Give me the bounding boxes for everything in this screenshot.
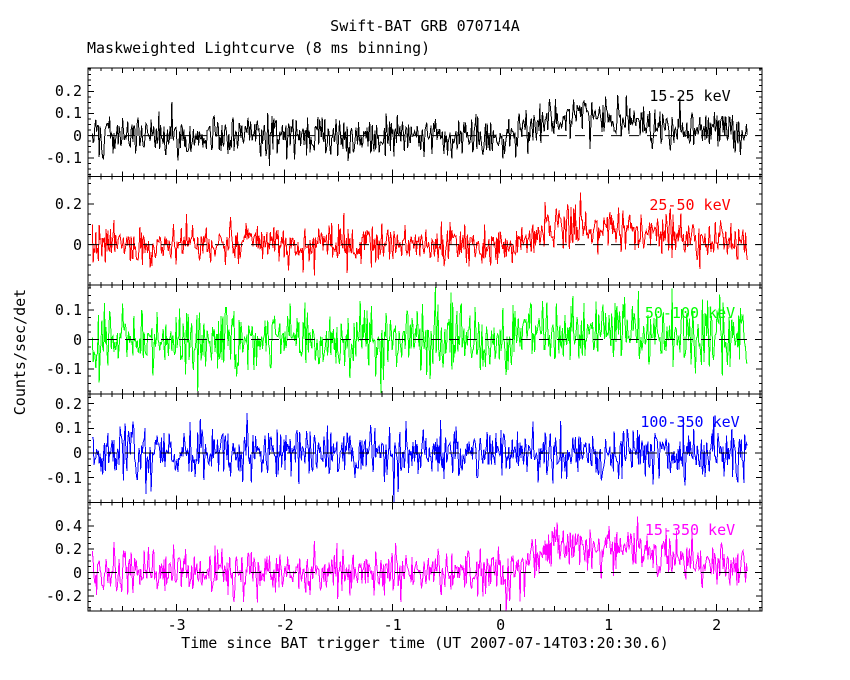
y-tick-label: 0.2 bbox=[54, 82, 82, 101]
energy-band-label: 100-350 keV bbox=[640, 412, 740, 431]
x-tick-label: 0 bbox=[496, 616, 506, 634]
panel-border bbox=[87, 176, 763, 286]
y-tick-label: 0.1 bbox=[54, 104, 82, 123]
x-tick-label: -1 bbox=[383, 616, 402, 634]
y-tick-label: 0 bbox=[72, 330, 82, 349]
y-tick-label: 0 bbox=[72, 563, 82, 582]
y-tick-label: 0 bbox=[72, 444, 82, 462]
y-tick-label: 0.2 bbox=[54, 540, 82, 559]
chart-title: Swift-BAT GRB 070714A bbox=[330, 17, 520, 35]
lightcurve-trace-3 bbox=[91, 286, 748, 394]
lightcurve-trace-2 bbox=[91, 192, 748, 276]
x-tick-label: 1 bbox=[604, 616, 614, 634]
panel-border bbox=[87, 67, 763, 178]
x-tick-label: 2 bbox=[712, 616, 722, 634]
energy-band-label: 15-350 keV bbox=[644, 521, 736, 540]
chart-subtitle: Maskweighted Lightcurve (8 ms binning) bbox=[87, 39, 431, 57]
x-tick-label: -2 bbox=[275, 616, 294, 634]
y-tick-label: 0 bbox=[72, 126, 82, 145]
y-tick-label: 0.1 bbox=[54, 301, 82, 320]
x-axis-title: Time since BAT trigger time (UT 2007-07-… bbox=[181, 634, 669, 652]
lightcurve-trace-5 bbox=[91, 516, 748, 611]
y-tick-label: -0.1 bbox=[45, 148, 82, 167]
y-tick-label: 0.4 bbox=[54, 516, 82, 535]
y-tick-label: 0.1 bbox=[54, 419, 82, 438]
energy-band-label: 50-100 keV bbox=[644, 304, 736, 323]
energy-band-label: 15-25 keV bbox=[649, 87, 731, 105]
y-tick-label: 0 bbox=[72, 235, 82, 254]
energy-band-label: 25-50 keV bbox=[649, 195, 731, 214]
x-tick-label: -3 bbox=[167, 616, 186, 634]
y-tick-label: -0.1 bbox=[45, 359, 82, 378]
y-tick-label: 0.2 bbox=[54, 394, 82, 413]
y-tick-label: -0.2 bbox=[45, 586, 82, 605]
y-tick-label: 0.2 bbox=[54, 195, 82, 213]
lightcurve-trace-1 bbox=[91, 94, 748, 167]
y-tick-label: -0.1 bbox=[45, 468, 82, 487]
